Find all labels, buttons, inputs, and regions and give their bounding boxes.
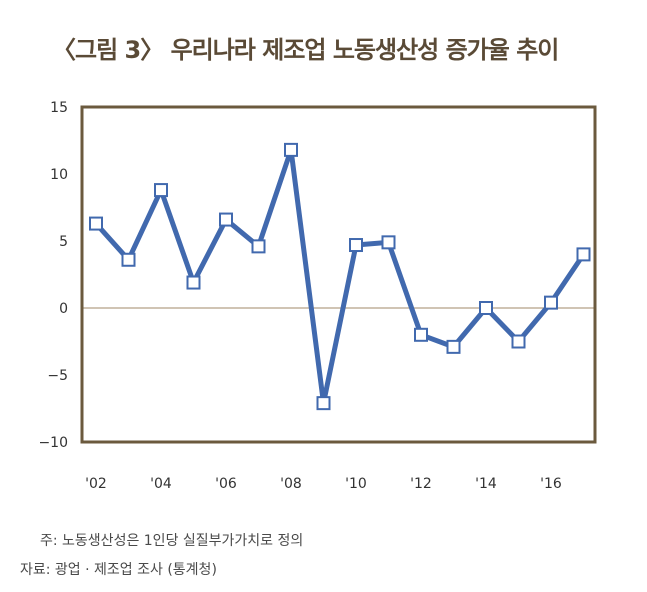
x-tick-label: '12: [410, 476, 432, 492]
data-point-2010: [350, 239, 362, 251]
x-axis-labels: '02 '04 '06 '08 '10 '12 '14 '16: [85, 476, 562, 492]
data-point-2017: [578, 248, 590, 260]
footnote-definition: 주: 노동생산성은 1인당 실질부가가치로 정의: [40, 530, 303, 550]
series-line: [96, 150, 584, 403]
y-tick-label: 15: [50, 100, 68, 116]
data-point-2013: [448, 341, 460, 353]
x-tick-label: '16: [540, 476, 562, 492]
line-chart: 15 10 5 0 −5 −10 '02 '04 '06 '08 '10 '12 '14 '16: [0, 0, 647, 592]
data-point-2007: [253, 240, 265, 252]
data-point-2006: [220, 214, 232, 226]
x-tick-label: '06: [215, 476, 237, 492]
plot-frame: [82, 107, 595, 442]
data-point-2002: [90, 218, 102, 230]
footnote-source: 자료: 광업 · 제조업 조사 (통계청): [20, 559, 217, 579]
y-tick-label: 10: [50, 167, 68, 183]
data-point-2003: [123, 254, 135, 266]
x-tick-label: '02: [85, 476, 107, 492]
data-point-2009: [318, 397, 330, 409]
data-point-2004: [155, 184, 167, 196]
data-point-2008: [285, 144, 297, 156]
x-tick-label: '10: [345, 476, 367, 492]
x-tick-label: '08: [280, 476, 302, 492]
data-point-2012: [415, 329, 427, 341]
y-tick-label: 0: [59, 301, 68, 317]
y-axis-labels: 15 10 5 0 −5 −10: [38, 100, 68, 451]
y-tick-label: −5: [47, 368, 68, 384]
data-point-2016: [545, 297, 557, 309]
x-tick-label: '04: [150, 476, 172, 492]
data-markers: [90, 144, 590, 409]
data-point-2011: [383, 236, 395, 248]
data-point-2014: [480, 302, 492, 314]
y-tick-label: −10: [38, 435, 68, 451]
data-point-2005: [188, 277, 200, 289]
y-tick-label: 5: [59, 234, 68, 250]
data-point-2015: [513, 336, 525, 348]
x-tick-label: '14: [475, 476, 497, 492]
